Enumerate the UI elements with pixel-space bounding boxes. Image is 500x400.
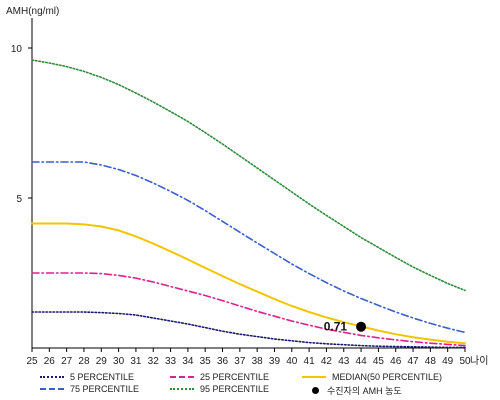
legend-label: 95 PERCENTILE (200, 384, 270, 394)
series-line-95-percentile (31, 59, 466, 292)
patient-amh-value-label: 0.71 (324, 320, 348, 334)
y-tick-label: 10 (11, 44, 23, 55)
x-tick-label: 26 (44, 356, 56, 367)
x-tick-label: 29 (96, 356, 108, 367)
x-tick-label: 46 (390, 356, 402, 367)
x-tick-label: 45 (373, 356, 385, 367)
patient-amh-point (356, 321, 367, 332)
legend-label: MEDIAN(50 PERCENTILE) (332, 372, 443, 382)
legend-swatch (302, 376, 326, 378)
x-tick-label: 40 (286, 356, 298, 367)
series-layer (31, 59, 466, 349)
series-line-median-50-percentile (31, 222, 466, 345)
legend-item: 75 PERCENTILE (40, 384, 139, 394)
x-tick-label: 37 (234, 356, 246, 367)
y-tick-label: 5 (16, 194, 22, 205)
x-tick-label: 30 (113, 356, 125, 367)
legend-item: 5 PERCENTILE (40, 372, 134, 382)
x-tick-label: 43 (338, 356, 350, 367)
x-tick-label: 48 (425, 356, 437, 367)
series-line-25-percentile (31, 272, 466, 347)
x-tick-label: 28 (78, 356, 90, 367)
x-tick-label: 34 (182, 356, 194, 367)
x-tick-label: 41 (304, 356, 316, 367)
legend-label: 수진자의 AMH 농도 (327, 386, 402, 396)
x-tick-label: 32 (148, 356, 160, 367)
legend-marker (312, 387, 319, 394)
legend-item: 95 PERCENTILE (170, 384, 269, 394)
points-layer: 0.71 (324, 320, 367, 334)
x-tick-label: 47 (407, 356, 419, 367)
axes: 5 10 25 26 27 28 29 30 31 32 33 34 35 36 37 38 39 40 41 42 4… (11, 18, 471, 367)
legend-label: 5 PERCENTILE (70, 372, 135, 382)
x-tick-label: 42 (321, 356, 333, 367)
legend-item: 수진자의 AMH 농도 (302, 384, 402, 397)
x-tick-label: 36 (217, 356, 229, 367)
x-tick-label: 31 (130, 356, 142, 367)
legend-label: 25 PERCENTILE (200, 372, 270, 382)
legend-item: MEDIAN(50 PERCENTILE) (302, 372, 442, 382)
legend-swatch (170, 388, 194, 390)
legend-label: 75 PERCENTILE (70, 384, 140, 394)
x-tick-label: 50 (459, 356, 471, 367)
legend-swatch (40, 376, 64, 378)
x-tick-label: 44 (356, 356, 368, 367)
series-line-75-percentile (31, 161, 466, 334)
x-tick-label: 38 (252, 356, 264, 367)
x-tick-label: 39 (269, 356, 281, 367)
x-tick-label: 25 (26, 356, 38, 367)
x-tick-label: 49 (442, 356, 454, 367)
x-axis-label: 나이 (470, 355, 488, 367)
legend-swatch (170, 376, 194, 378)
x-tick-label: 35 (200, 356, 212, 367)
legend-item: 25 PERCENTILE (170, 372, 269, 382)
series-line-5-percentile (31, 311, 466, 349)
x-tick-label: 27 (61, 356, 73, 367)
x-tick-label: 33 (165, 356, 177, 367)
y-axis-label: AMH(ng/ml) (6, 6, 59, 17)
legend-swatch (40, 388, 64, 390)
